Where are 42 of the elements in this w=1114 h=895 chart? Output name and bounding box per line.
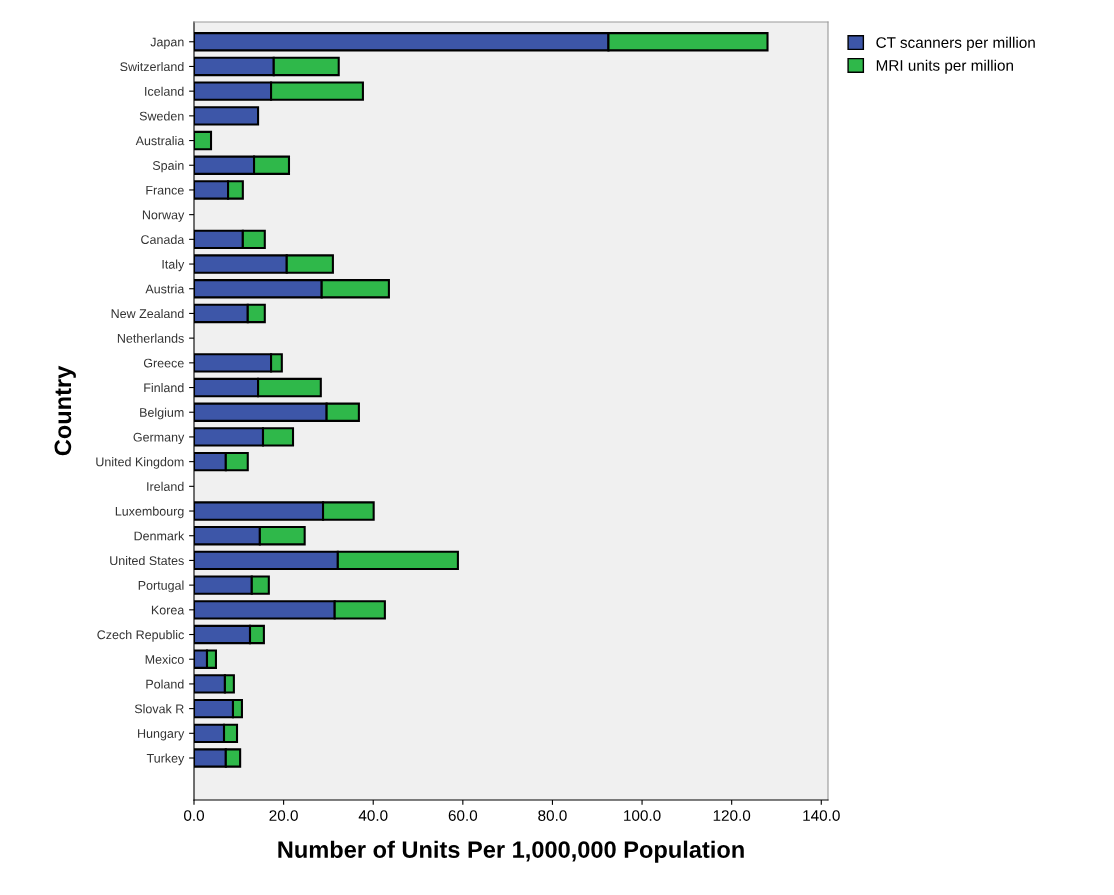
y-tick-label: Japan: [150, 37, 184, 49]
y-tick-label: United Kingdom: [96, 457, 184, 469]
y-tick-label: Denmark: [134, 531, 185, 541]
y-tick-label: United States: [110, 555, 184, 566]
x-tick-label: 20.0: [269, 810, 298, 821]
y-tick-label: Luxembourg: [115, 506, 184, 519]
y-tick-label: Sweden: [139, 111, 184, 121]
y-tick-label: Mexico: [145, 654, 184, 664]
x-tick-label: 40.0: [358, 810, 388, 821]
y-tick-label: Austria: [145, 284, 185, 294]
y-tick-label: Poland: [146, 679, 184, 689]
y-tick-label: Netherlands: [117, 333, 184, 343]
y-tick-label: Italy: [162, 259, 185, 272]
y-tick-label: Belgium: [140, 407, 184, 420]
y-tick-label: New Zealand: [111, 308, 184, 319]
y-tick-label: Finland: [144, 383, 184, 393]
y-axis-title: Country: [54, 365, 76, 456]
x-tick-label: 120.0: [713, 810, 751, 821]
x-tick-label: 100.0: [624, 810, 661, 821]
y-tick-label: Iceland: [145, 86, 184, 96]
y-tick-label: Canada: [141, 234, 185, 244]
y-tick-label: Turkey: [146, 753, 185, 766]
y-tick-label: France: [146, 185, 184, 195]
y-tick-label: Hungary: [138, 729, 185, 741]
y-tick-label: Germany: [133, 432, 185, 445]
x-tick-label: 0.0: [183, 810, 205, 821]
y-tick-label: Norway: [142, 210, 185, 222]
y-tick-label: Spain: [152, 160, 184, 173]
x-tick-label: 140.0: [803, 810, 840, 821]
x-axis-title: Number of Units Per 1,000,000 Population: [278, 840, 744, 863]
legend-label: CT scanners per million: [876, 36, 1035, 51]
y-tick-label: Korea: [151, 605, 185, 615]
y-tick-label: Greece: [143, 358, 184, 368]
y-tick-label: Czech Republic: [97, 629, 184, 642]
y-tick-label: Slovak R: [134, 704, 184, 714]
x-tick-label: 80.0: [538, 810, 567, 821]
y-tick-label: Switzerland: [120, 61, 184, 72]
x-tick-label: 60.0: [448, 810, 478, 821]
y-tick-label: Ireland: [147, 481, 184, 491]
y-tick-label: Australia: [135, 136, 185, 146]
legend-label: MRI units per million: [876, 59, 1013, 74]
y-tick-label: Portugal: [138, 580, 184, 593]
